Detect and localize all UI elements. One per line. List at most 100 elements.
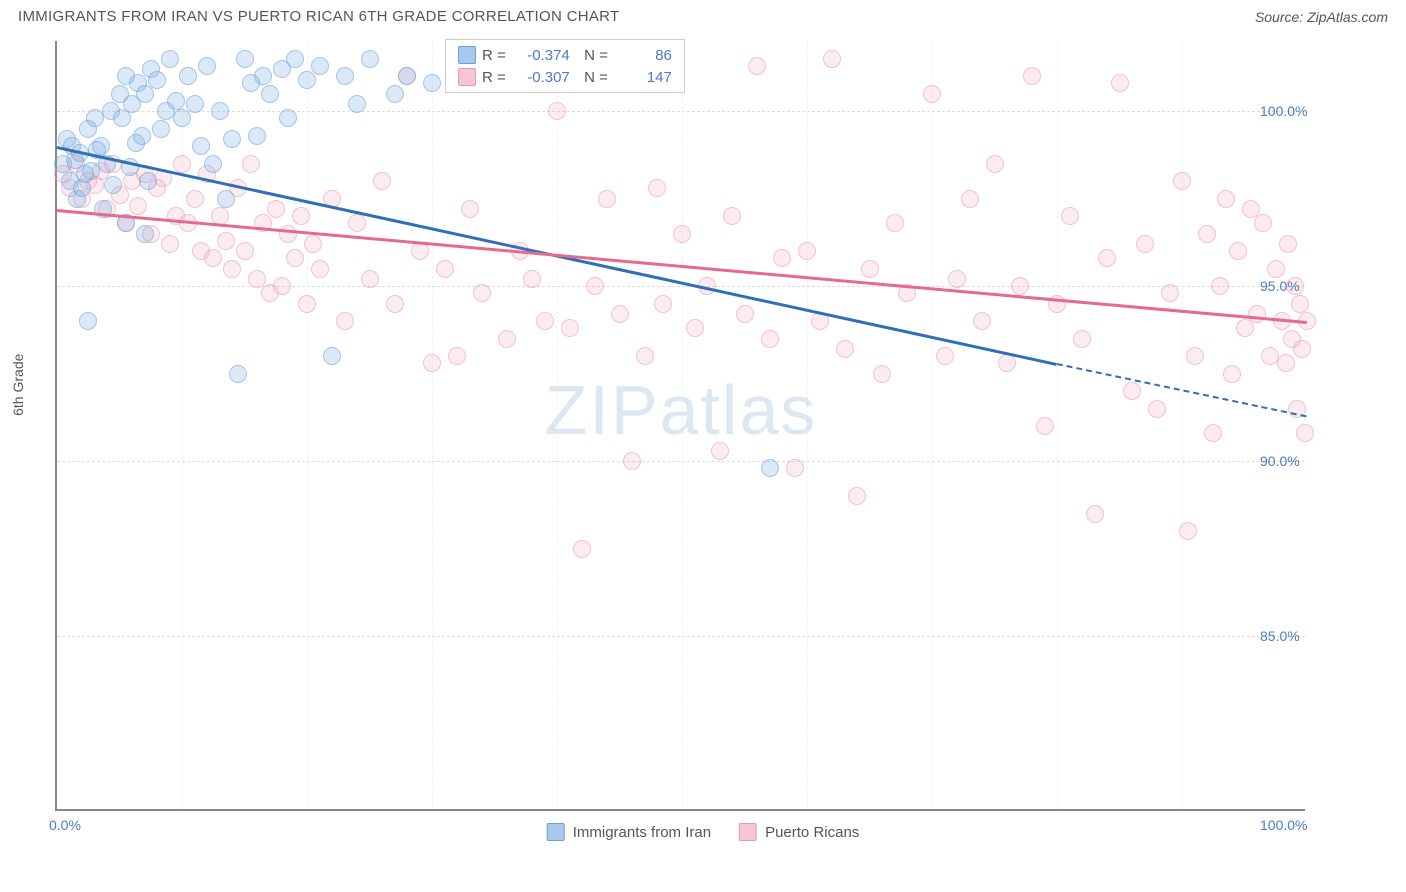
- data-point: [161, 50, 179, 68]
- gridline-v: [557, 41, 558, 809]
- data-point: [598, 190, 616, 208]
- data-point: [1296, 424, 1314, 442]
- data-point: [923, 85, 941, 103]
- data-point: [204, 155, 222, 173]
- chart-source: Source: ZipAtlas.com: [1255, 9, 1388, 25]
- data-point: [823, 50, 841, 68]
- data-point: [423, 74, 441, 92]
- data-point: [748, 57, 766, 75]
- data-point: [273, 277, 291, 295]
- data-point: [1011, 277, 1029, 295]
- data-point: [92, 137, 110, 155]
- data-point: [848, 487, 866, 505]
- swatch-icon: [739, 823, 757, 841]
- data-point: [336, 312, 354, 330]
- data-point: [133, 127, 151, 145]
- legend-item-iran: Immigrants from Iran: [547, 823, 711, 841]
- gridline-v: [1057, 41, 1058, 809]
- data-point: [448, 347, 466, 365]
- data-point: [423, 354, 441, 372]
- legend-label-pr: Puerto Ricans: [765, 824, 859, 841]
- data-point: [1211, 277, 1229, 295]
- data-point: [236, 50, 254, 68]
- data-point: [286, 50, 304, 68]
- data-point: [873, 365, 891, 383]
- gridline-v: [807, 41, 808, 809]
- r-value-pr: -0.307: [512, 69, 570, 86]
- gridline-v: [432, 41, 433, 809]
- data-point: [523, 270, 541, 288]
- data-point: [1161, 284, 1179, 302]
- swatch-icon: [547, 823, 565, 841]
- gridline-h: [57, 111, 1305, 112]
- gridline-v: [932, 41, 933, 809]
- data-point: [861, 260, 879, 278]
- data-point: [1277, 354, 1295, 372]
- data-point: [1254, 214, 1272, 232]
- data-point: [1186, 347, 1204, 365]
- data-point: [1136, 235, 1154, 253]
- data-point: [336, 67, 354, 85]
- data-point: [886, 214, 904, 232]
- data-point: [611, 305, 629, 323]
- gridline-h: [57, 636, 1305, 637]
- data-point: [1229, 242, 1247, 260]
- data-point: [248, 127, 266, 145]
- chart-header: IMMIGRANTS FROM IRAN VS PUERTO RICAN 6TH…: [0, 0, 1406, 29]
- data-point: [536, 312, 554, 330]
- data-point: [436, 260, 454, 278]
- data-point: [304, 235, 322, 253]
- data-point: [936, 347, 954, 365]
- data-point: [179, 67, 197, 85]
- data-point: [136, 85, 154, 103]
- data-point: [173, 109, 191, 127]
- data-point: [173, 155, 191, 173]
- data-point: [686, 319, 704, 337]
- data-point: [636, 347, 654, 365]
- y-tick-label: 90.0%: [1260, 453, 1300, 469]
- chart-area: 6th Grade ZIPatlas R = -0.374 N = 86 R =…: [0, 29, 1406, 849]
- y-axis-label: 6th Grade: [10, 354, 26, 416]
- data-point: [711, 442, 729, 460]
- data-point: [211, 102, 229, 120]
- gridline-h: [57, 461, 1305, 462]
- correlation-legend: R = -0.374 N = 86 R = -0.307 N = 147: [445, 39, 685, 93]
- data-point: [129, 197, 147, 215]
- data-point: [386, 295, 404, 313]
- data-point: [186, 190, 204, 208]
- data-point: [1236, 319, 1254, 337]
- data-point: [311, 260, 329, 278]
- data-point: [1173, 172, 1191, 190]
- data-point: [1223, 365, 1241, 383]
- data-point: [136, 225, 154, 243]
- data-point: [1204, 424, 1222, 442]
- data-point: [217, 232, 235, 250]
- series-legend: Immigrants from Iran Puerto Ricans: [547, 823, 860, 841]
- data-point: [1279, 235, 1297, 253]
- legend-label-iran: Immigrants from Iran: [573, 824, 711, 841]
- data-point: [561, 319, 579, 337]
- data-point: [242, 155, 260, 173]
- data-point: [298, 71, 316, 89]
- data-point: [398, 67, 416, 85]
- gridline-h: [57, 286, 1305, 287]
- data-point: [373, 172, 391, 190]
- data-point: [279, 109, 297, 127]
- data-point: [761, 330, 779, 348]
- gridline-v: [307, 41, 308, 809]
- data-point: [186, 95, 204, 113]
- data-point: [798, 242, 816, 260]
- watermark: ZIPatlas: [545, 370, 818, 450]
- data-point: [161, 235, 179, 253]
- y-tick-label: 100.0%: [1260, 103, 1307, 119]
- data-point: [736, 305, 754, 323]
- data-point: [217, 190, 235, 208]
- y-tick-label: 95.0%: [1260, 278, 1300, 294]
- data-point: [948, 270, 966, 288]
- data-point: [167, 92, 185, 110]
- data-point: [836, 340, 854, 358]
- data-point: [1023, 67, 1041, 85]
- data-point: [1217, 190, 1235, 208]
- data-point: [973, 312, 991, 330]
- data-point: [1148, 400, 1166, 418]
